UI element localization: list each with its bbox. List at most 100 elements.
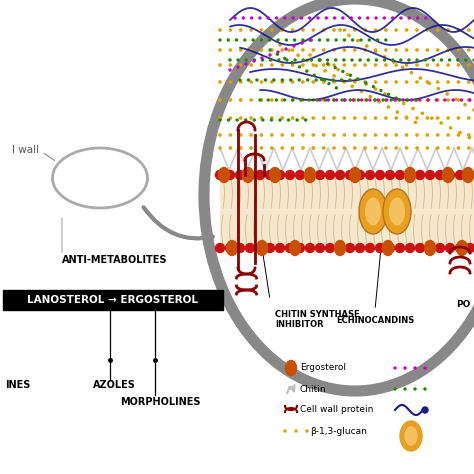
Circle shape	[245, 119, 246, 121]
Circle shape	[305, 119, 307, 121]
Circle shape	[416, 244, 425, 253]
Circle shape	[426, 171, 435, 180]
Circle shape	[356, 78, 358, 81]
Circle shape	[351, 85, 353, 87]
Circle shape	[404, 367, 406, 369]
Circle shape	[219, 49, 221, 51]
Circle shape	[325, 17, 327, 19]
Circle shape	[245, 59, 247, 61]
Circle shape	[236, 119, 238, 121]
Circle shape	[299, 66, 301, 68]
Circle shape	[395, 64, 397, 66]
Circle shape	[356, 244, 365, 253]
Circle shape	[323, 134, 325, 136]
Circle shape	[447, 64, 449, 66]
Circle shape	[342, 80, 344, 82]
Circle shape	[339, 29, 341, 31]
Circle shape	[333, 75, 335, 77]
Circle shape	[374, 81, 377, 83]
Circle shape	[346, 171, 355, 180]
Circle shape	[416, 134, 418, 136]
Circle shape	[437, 117, 439, 119]
Circle shape	[247, 79, 249, 81]
Circle shape	[436, 171, 445, 180]
Circle shape	[335, 39, 337, 41]
Ellipse shape	[383, 240, 393, 255]
Circle shape	[281, 99, 283, 101]
Circle shape	[406, 64, 408, 66]
Circle shape	[424, 367, 426, 369]
Circle shape	[277, 39, 279, 41]
Circle shape	[437, 64, 439, 66]
Circle shape	[334, 67, 336, 69]
Circle shape	[323, 49, 325, 51]
Circle shape	[405, 171, 414, 180]
Circle shape	[269, 54, 271, 56]
Circle shape	[416, 117, 418, 119]
Circle shape	[312, 49, 314, 51]
Circle shape	[277, 51, 279, 53]
Circle shape	[275, 99, 277, 101]
Text: CHITIN SYNTHASE
INHIBITOR: CHITIN SYNTHASE INHIBITOR	[275, 310, 360, 329]
Circle shape	[400, 59, 402, 61]
Circle shape	[245, 63, 247, 65]
Circle shape	[242, 17, 244, 19]
Circle shape	[416, 29, 418, 31]
Circle shape	[291, 62, 293, 64]
Circle shape	[302, 59, 304, 61]
Circle shape	[271, 119, 273, 121]
Circle shape	[288, 49, 290, 51]
Circle shape	[229, 117, 231, 119]
Circle shape	[446, 171, 455, 180]
Circle shape	[375, 59, 377, 61]
Circle shape	[395, 99, 397, 101]
Circle shape	[349, 79, 351, 81]
Circle shape	[364, 147, 366, 149]
Circle shape	[312, 99, 314, 101]
Circle shape	[259, 17, 261, 19]
Circle shape	[343, 59, 345, 61]
Circle shape	[281, 49, 283, 51]
Circle shape	[436, 99, 438, 101]
Circle shape	[393, 98, 395, 100]
Circle shape	[427, 99, 429, 101]
Circle shape	[253, 60, 255, 62]
Circle shape	[267, 99, 269, 101]
Circle shape	[374, 49, 377, 51]
Circle shape	[469, 99, 471, 101]
Circle shape	[368, 39, 370, 41]
Circle shape	[302, 81, 304, 83]
Circle shape	[436, 244, 445, 253]
Circle shape	[385, 64, 387, 66]
Circle shape	[281, 134, 283, 136]
Circle shape	[306, 171, 315, 180]
Circle shape	[456, 171, 465, 180]
Circle shape	[349, 74, 351, 76]
Circle shape	[416, 64, 418, 66]
Circle shape	[308, 99, 310, 101]
Circle shape	[250, 99, 252, 101]
Circle shape	[395, 171, 404, 180]
Ellipse shape	[456, 240, 467, 255]
Circle shape	[293, 45, 295, 47]
Circle shape	[294, 59, 296, 61]
Circle shape	[346, 73, 348, 75]
Circle shape	[318, 59, 320, 61]
Circle shape	[315, 64, 317, 67]
Circle shape	[302, 29, 304, 31]
Circle shape	[332, 79, 334, 81]
Circle shape	[260, 134, 263, 136]
Circle shape	[457, 64, 460, 66]
Ellipse shape	[290, 240, 301, 255]
Circle shape	[354, 117, 356, 119]
Circle shape	[250, 49, 252, 51]
Text: Cell wall protein: Cell wall protein	[300, 405, 374, 414]
Circle shape	[364, 134, 366, 136]
Circle shape	[297, 54, 299, 56]
Circle shape	[385, 147, 387, 149]
Circle shape	[226, 171, 235, 180]
Circle shape	[246, 244, 255, 253]
Circle shape	[306, 244, 315, 253]
Circle shape	[395, 49, 397, 51]
Circle shape	[343, 29, 346, 31]
